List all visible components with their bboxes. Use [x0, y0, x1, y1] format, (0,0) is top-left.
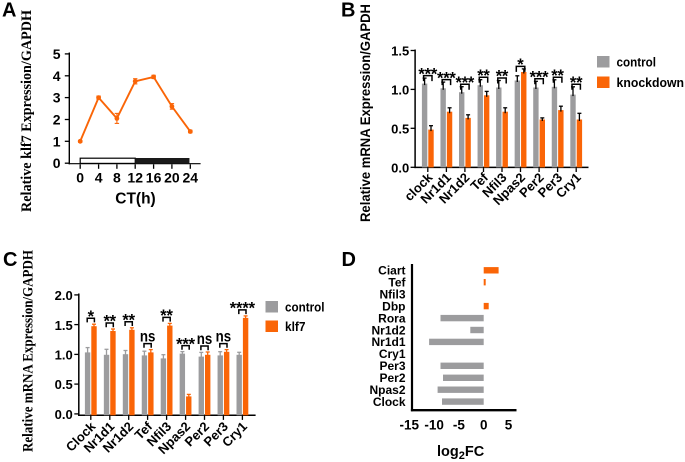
- svg-text:20: 20: [164, 169, 180, 185]
- svg-text:**: **: [496, 68, 509, 86]
- svg-text:0.5: 0.5: [391, 121, 409, 136]
- svg-text:Ciart: Ciart: [378, 264, 405, 278]
- svg-text:Nr1d2: Nr1d2: [371, 323, 405, 337]
- svg-text:Relative mRNA Expression/GAPDH: Relative mRNA Expression/GAPDH: [21, 250, 37, 452]
- svg-text:4: 4: [53, 68, 61, 84]
- svg-text:Per2: Per2: [379, 371, 405, 385]
- svg-text:***: ***: [455, 74, 474, 92]
- svg-text:C: C: [3, 249, 17, 271]
- svg-text:****: ****: [230, 300, 256, 318]
- svg-text:control: control: [617, 55, 657, 70]
- svg-text:0: 0: [480, 418, 488, 433]
- svg-text:Relative mRNA Expression/GAPDH: Relative mRNA Expression/GAPDH: [357, 4, 373, 222]
- svg-text:klf7: klf7: [285, 319, 306, 334]
- svg-text:0.0: 0.0: [55, 407, 73, 422]
- svg-text:Tef: Tef: [388, 276, 406, 290]
- svg-text:**: **: [477, 67, 490, 85]
- svg-text:knockdown: knockdown: [617, 75, 685, 90]
- svg-text:1.0: 1.0: [391, 83, 409, 98]
- svg-text:Per3: Per3: [379, 359, 405, 373]
- svg-text:16: 16: [146, 169, 162, 185]
- svg-text:A: A: [2, 0, 16, 22]
- svg-text:**: **: [551, 67, 564, 85]
- svg-text:0: 0: [53, 155, 61, 171]
- svg-text:-15: -15: [400, 418, 420, 433]
- svg-text:4: 4: [95, 169, 103, 185]
- svg-text:***: ***: [437, 69, 456, 87]
- svg-text:B: B: [341, 0, 355, 22]
- svg-text:-5: -5: [453, 418, 465, 433]
- svg-text:***: ***: [418, 65, 437, 83]
- svg-text:0.5: 0.5: [55, 377, 73, 392]
- svg-text:8: 8: [113, 169, 121, 185]
- svg-text:0.0: 0.0: [391, 160, 409, 175]
- svg-text:24: 24: [183, 169, 199, 185]
- svg-text:3: 3: [53, 90, 61, 106]
- svg-text:1.5: 1.5: [391, 44, 409, 59]
- svg-text:-10: -10: [424, 418, 444, 433]
- svg-text:2.0: 2.0: [55, 288, 73, 303]
- svg-text:control: control: [285, 300, 325, 315]
- svg-text:Clock: Clock: [373, 395, 406, 409]
- svg-text:**: **: [570, 74, 583, 92]
- svg-text:Nfil3: Nfil3: [379, 288, 405, 302]
- svg-text:Relative klf7 Expression/GAPDH: Relative klf7 Expression/GAPDH: [19, 10, 35, 212]
- svg-text:1.0: 1.0: [55, 348, 73, 363]
- svg-text:1.5: 1.5: [55, 318, 73, 333]
- svg-text:ns: ns: [140, 329, 156, 346]
- svg-text:***: ***: [530, 69, 549, 87]
- svg-text:ns: ns: [216, 329, 232, 346]
- svg-text:1: 1: [53, 133, 61, 149]
- svg-text:Dbp: Dbp: [382, 299, 405, 313]
- svg-text:ns: ns: [197, 331, 213, 348]
- svg-text:5: 5: [505, 418, 513, 433]
- svg-text:**: **: [160, 307, 173, 325]
- svg-text:Nr1d1: Nr1d1: [371, 335, 405, 349]
- svg-text:0: 0: [76, 169, 84, 185]
- svg-text:2: 2: [53, 112, 61, 128]
- svg-text:Rora: Rora: [378, 311, 406, 325]
- svg-text:**: **: [104, 313, 117, 331]
- svg-text:Npas2: Npas2: [369, 383, 405, 397]
- svg-text:***: ***: [176, 335, 195, 353]
- svg-text:5: 5: [53, 46, 61, 62]
- svg-text:log2FC: log2FC: [437, 444, 485, 462]
- svg-text:CT(h): CT(h): [115, 191, 155, 208]
- svg-text:*: *: [88, 308, 95, 326]
- svg-text:D: D: [342, 249, 356, 271]
- svg-text:Cry1: Cry1: [379, 347, 406, 361]
- svg-text:12: 12: [127, 169, 143, 185]
- svg-text:**: **: [122, 312, 135, 330]
- svg-text:*: *: [517, 56, 524, 74]
